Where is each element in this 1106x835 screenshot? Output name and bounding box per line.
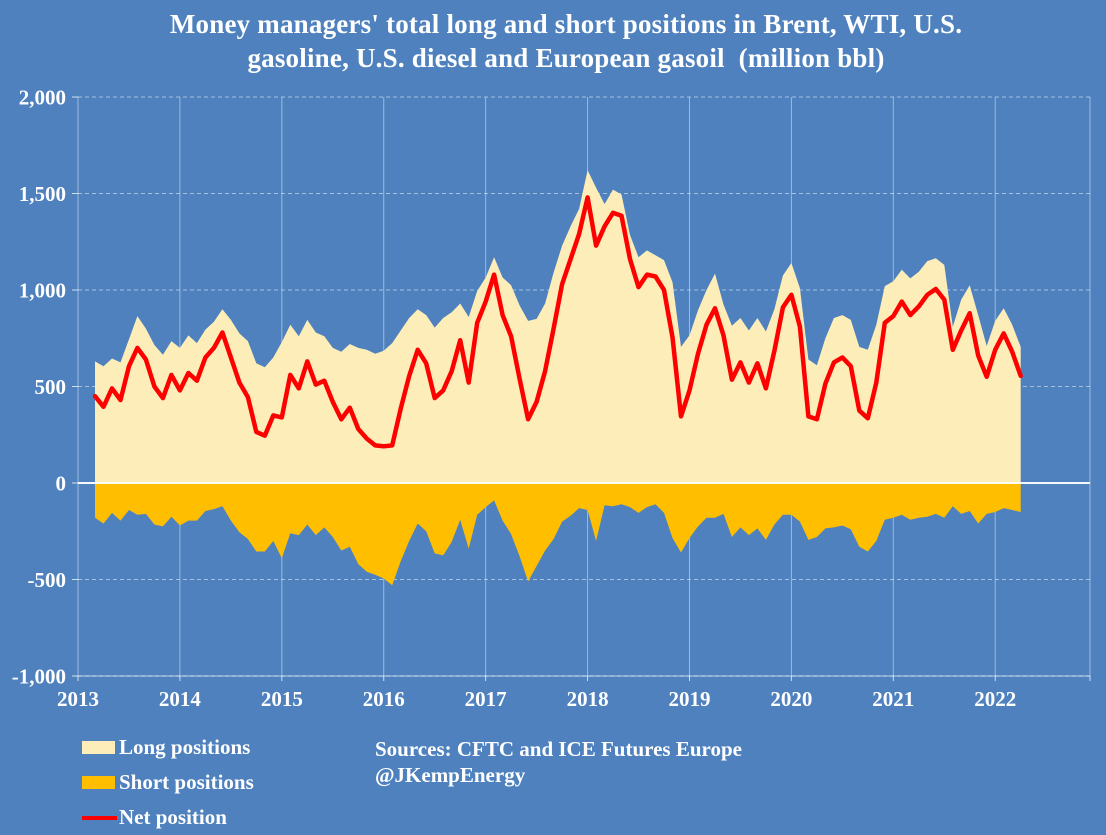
y-tick-label: 2,000: [19, 85, 66, 109]
x-tick-label: 2016: [363, 687, 405, 711]
x-tick-label: 2017: [465, 687, 507, 711]
source-note: Sources: CFTC and ICE Futures Europe @JK…: [375, 736, 742, 788]
long-positions-swatch: [82, 741, 115, 754]
source-line2: @JKempEnergy: [375, 763, 526, 787]
y-tick-label: -500: [28, 568, 67, 592]
source-line1: Sources: CFTC and ICE Futures Europe: [375, 737, 742, 761]
x-tick-label: 2019: [668, 687, 710, 711]
x-tick-label: 2015: [261, 687, 303, 711]
legend-label-short: Short positions: [119, 770, 254, 794]
x-tick-label: 2013: [57, 687, 99, 711]
net-position-line: [92, 195, 1023, 449]
legend-item-net: Net position: [82, 800, 254, 835]
y-tick-label: 1,000: [19, 278, 66, 302]
short-positions-area: [95, 483, 1021, 586]
short-positions-swatch: [82, 776, 115, 789]
x-tick-label: 2018: [567, 687, 609, 711]
net-position-line-swatch: [82, 815, 117, 820]
y-tick-label: 0: [56, 471, 67, 495]
x-tick-label: 2020: [770, 687, 812, 711]
legend-label-long: Long positions: [119, 735, 251, 759]
legend: Long positions Short positions Net posit…: [82, 730, 254, 835]
x-tick-label: 2021: [872, 687, 914, 711]
y-tick-label: -1,000: [12, 664, 66, 688]
chart-title-line1: Money managers' total long and short pos…: [169, 9, 963, 39]
chart-title: Money managers' total long and short pos…: [26, 7, 1106, 75]
long-positions-area: [95, 170, 1021, 484]
chart-title-line2: gasoline, U.S. diesel and European gasoi…: [247, 43, 885, 73]
y-tick-label: 1,500: [19, 182, 66, 206]
y-tick-label: 500: [35, 375, 67, 399]
axis-ticks: [72, 96, 1091, 681]
legend-label-net: Net position: [119, 805, 227, 829]
x-tick-label: 2022: [974, 687, 1016, 711]
legend-item-short: Short positions: [82, 765, 254, 800]
legend-item-long: Long positions: [82, 730, 254, 765]
x-tick-label: 2014: [159, 687, 202, 711]
